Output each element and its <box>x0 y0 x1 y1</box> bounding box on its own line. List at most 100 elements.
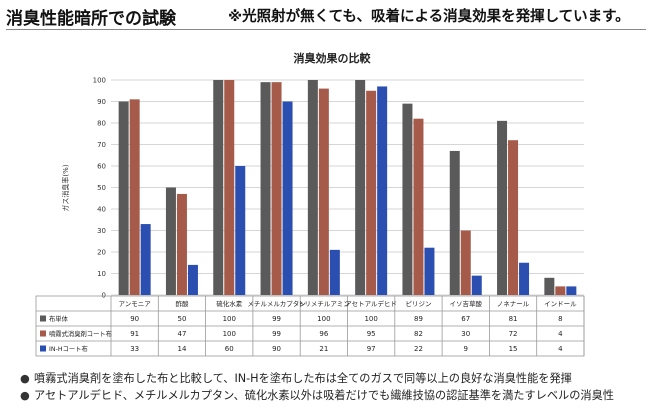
data-label: 95 <box>367 330 376 338</box>
bar-chart: 消臭効果の比較 ガス消臭率(%) 0102030405060708090100 … <box>35 51 585 357</box>
bullet-dot: ● <box>20 372 30 385</box>
data-label: 90 <box>272 345 281 353</box>
bar <box>165 187 176 295</box>
bar <box>329 249 340 295</box>
x-tick-label: インドール <box>544 300 577 308</box>
bar <box>307 80 318 295</box>
legend-entry: IN-Hコート布 <box>49 344 88 353</box>
bar <box>366 90 377 295</box>
data-label: 47 <box>177 330 186 338</box>
bar <box>224 80 235 295</box>
data-label: 99 <box>272 330 281 338</box>
data-label: 4 <box>558 330 563 338</box>
y-tick-label: 70 <box>97 141 106 149</box>
bar <box>413 118 424 295</box>
data-label: 30 <box>461 330 470 338</box>
bar <box>118 101 129 295</box>
bar <box>555 286 566 295</box>
bar <box>497 120 508 295</box>
y-tick-label: 30 <box>97 227 106 235</box>
data-label: 4 <box>558 345 563 353</box>
bullet-text: 噴霧式消臭剤を塗布した布と比較して、IN-Hを塗布した布は全てのガスで同等以上の… <box>34 372 572 385</box>
data-label: 9 <box>464 345 468 353</box>
bar <box>260 82 271 296</box>
x-tick-label: 酢酸 <box>175 299 189 308</box>
data-label: 99 <box>272 315 281 323</box>
bar <box>377 86 388 295</box>
chart-title: 消臭効果の比較 <box>294 51 372 65</box>
bar <box>471 275 482 295</box>
bar <box>544 277 555 295</box>
bullet-item: ● アセトアルデヒド、メチルメルカプタン、硫化水素以外は吸着だけでも繊維技協の認証… <box>20 387 652 404</box>
data-label: 91 <box>130 330 139 338</box>
bullet-dot: ● <box>20 389 30 402</box>
bar <box>282 101 293 295</box>
bullet-item: ● 噴霧式消臭剤を塗布した布と比較して、IN-Hを塗布した布は全てのガスで同等以上… <box>20 370 652 387</box>
data-label: 100 <box>317 315 330 323</box>
legend-swatch <box>40 315 46 322</box>
data-label: 81 <box>509 315 518 323</box>
bar <box>355 80 366 295</box>
bar <box>318 88 329 295</box>
data-label: 67 <box>461 315 470 323</box>
data-label: 97 <box>367 345 376 353</box>
bar <box>519 262 530 295</box>
data-label: 90 <box>130 315 139 323</box>
y-tick-label: 20 <box>97 249 106 257</box>
data-label: 15 <box>509 345 518 353</box>
bullet-text: アセトアルデヒド、メチルメルカプタン、硫化水素以外は吸着だけでも繊維技協の認証基… <box>34 389 614 402</box>
x-tick-label: アンモニア <box>119 300 152 308</box>
bar <box>566 286 577 295</box>
data-label: 100 <box>364 315 377 323</box>
bar <box>424 247 435 295</box>
legend-swatch <box>40 345 46 352</box>
bar <box>402 103 413 296</box>
data-label: 22 <box>414 345 423 353</box>
bar <box>508 140 519 295</box>
data-label: 89 <box>414 315 423 323</box>
data-label: 8 <box>558 315 562 323</box>
legend-entry: 噴霧式消臭剤コート布 <box>49 329 112 338</box>
bar <box>187 264 198 295</box>
data-label: 60 <box>225 345 234 353</box>
y-axis-label: ガス消臭率(%) <box>61 164 70 211</box>
y-tick-label: 80 <box>97 120 106 128</box>
page-title: 消臭性能暗所での試験 <box>6 9 176 29</box>
data-label: 33 <box>130 345 139 353</box>
data-label: 50 <box>177 315 186 323</box>
header-note: ※光照射が無くても、吸着による消臭効果を発揮しています。 <box>228 9 630 25</box>
x-tick-label: トリメチルアミン <box>298 300 350 308</box>
x-tick-label: イソ吉草酸 <box>450 299 483 308</box>
data-label: 100 <box>223 315 236 323</box>
bar <box>271 82 282 296</box>
y-tick-label: 0 <box>102 292 106 300</box>
x-tick-label: メチルメルカプタン <box>247 299 305 308</box>
legend-swatch <box>40 330 46 337</box>
bar <box>460 230 471 295</box>
data-label: 100 <box>223 330 236 338</box>
bars <box>118 80 577 296</box>
y-tick-label: 50 <box>97 184 106 192</box>
bar <box>213 80 224 295</box>
bar <box>140 224 151 295</box>
y-tick-label: 40 <box>97 206 106 214</box>
bullet-list: ● 噴霧式消臭剤を塗布した布と比較して、IN-Hを塗布した布は全てのガスで同等以上… <box>20 370 652 404</box>
bar <box>129 99 140 295</box>
x-tick-label: 硫化水素 <box>216 299 243 308</box>
data-label: 82 <box>414 330 423 338</box>
bar <box>176 193 187 295</box>
data-label: 14 <box>177 345 186 353</box>
x-tick-label: ピリジン <box>405 300 431 308</box>
y-tick-label: 10 <box>97 270 106 278</box>
y-tick-label: 60 <box>97 163 106 171</box>
legend-entry: 布単体 <box>49 314 69 323</box>
header-divider <box>6 29 646 30</box>
bar <box>449 150 460 295</box>
bar <box>235 166 246 295</box>
data-label: 72 <box>509 330 518 338</box>
data-label: 96 <box>319 330 328 338</box>
data-label: 21 <box>319 345 328 353</box>
y-tick-label: 90 <box>97 98 106 106</box>
x-tick-label: アセトアルデヒド <box>345 299 397 308</box>
